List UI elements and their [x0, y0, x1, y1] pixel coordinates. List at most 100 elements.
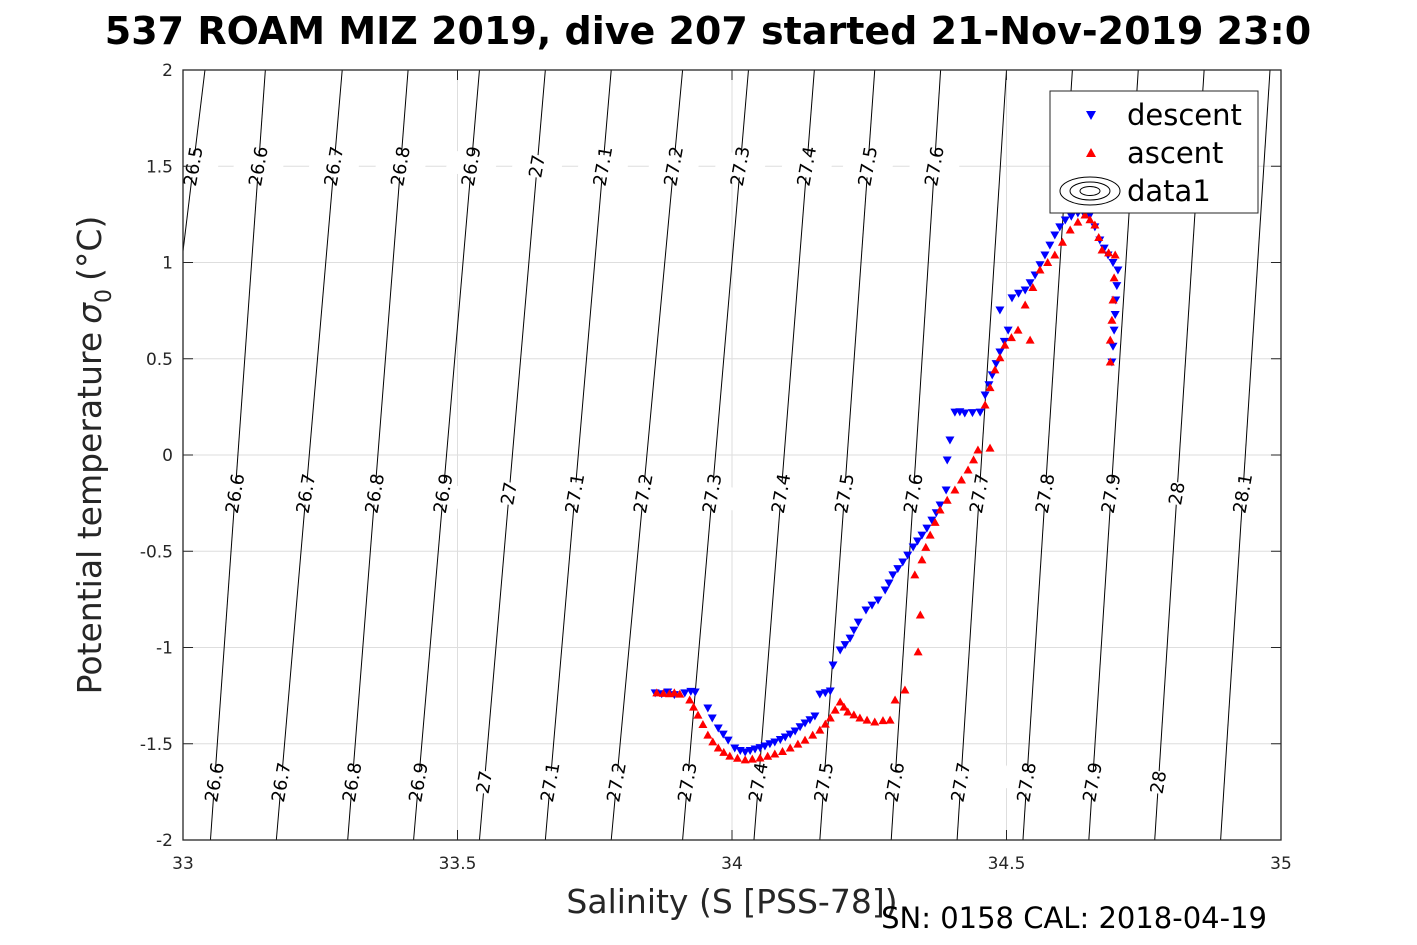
ascent-point [830, 705, 840, 714]
contour-label-gap [755, 476, 808, 511]
contour-label-gap [1019, 476, 1072, 511]
descent-point [975, 408, 985, 417]
x-axis-label: Salinity (S [PSS-78]) [566, 882, 897, 921]
contour-label-gap [661, 765, 714, 800]
descent-point [849, 626, 859, 635]
descent-point [1060, 216, 1070, 225]
contour-label-gap [445, 149, 498, 184]
descent-point [1035, 261, 1045, 270]
ascent-point [685, 695, 695, 704]
ascent-point [732, 753, 742, 762]
descent-point [967, 409, 977, 418]
contour-line-26-6 [209, 70, 266, 840]
ascent-point [785, 743, 795, 752]
contour-label-gap [279, 476, 333, 511]
y-axis-label-symbol: σ [70, 302, 109, 324]
descent-point [1025, 279, 1035, 288]
descent-point [1014, 289, 1024, 298]
ascent-point [1043, 258, 1053, 266]
descent-point [1112, 282, 1122, 291]
ascent-point [815, 725, 825, 734]
descent-point [770, 738, 780, 747]
y-tick-label: 0.5 [146, 350, 173, 370]
ascent-point [1020, 300, 1030, 309]
ascent-point [942, 495, 952, 504]
descent-point [1020, 286, 1030, 295]
y-tick-label: -2 [156, 831, 173, 851]
ascent-point [708, 737, 718, 746]
contour-label-gap [1150, 476, 1203, 511]
y-axis-label-text: Potential temperature [70, 332, 109, 694]
ascent-point [652, 688, 662, 697]
ascent-point [1050, 250, 1060, 259]
descent-series [650, 209, 1123, 757]
y-tick-label: 1 [162, 254, 173, 274]
ascent-point [870, 717, 880, 726]
ascent-series [652, 210, 1120, 764]
y-tick-label: -1 [156, 639, 173, 659]
contour-line-27-6 [890, 70, 942, 840]
legend-entry-ascent[interactable]: ascent [1086, 136, 1223, 170]
contour-label-gap [1216, 476, 1269, 511]
ascent-point [689, 702, 699, 711]
ascent-point [862, 715, 872, 724]
ascent-point [1105, 335, 1115, 344]
descent-point [987, 371, 997, 380]
contour-line-28-1 [1220, 70, 1271, 840]
contour-line-26-8 [347, 70, 409, 840]
contour-label: 27 [473, 769, 498, 795]
contour-label-gap [417, 476, 470, 511]
legend-label-ascent: ascent [1127, 136, 1223, 170]
descent-point [845, 634, 855, 643]
ascent-point [917, 555, 927, 564]
contour-label-gap [576, 149, 630, 184]
descent-point [785, 730, 795, 739]
descent-point [1030, 271, 1040, 280]
descent-point [893, 565, 903, 574]
descent-point [1108, 342, 1118, 351]
ascent-point [1110, 250, 1120, 259]
x-tick-label: 33 [172, 854, 194, 874]
x-tick-label: 35 [1270, 854, 1292, 874]
ascent-point [878, 716, 888, 725]
contour-label-gap [524, 765, 577, 800]
ascent-point [973, 445, 983, 454]
ascent-point [698, 720, 708, 728]
ascent-point [800, 735, 810, 744]
legend-entry-data1[interactable]: data1 [1059, 174, 1211, 208]
ascent-point [843, 707, 853, 716]
contour-line-26-7 [275, 70, 343, 840]
ascent-point [1057, 237, 1067, 246]
ascent-point [1097, 245, 1107, 254]
contour-label-gap [797, 765, 850, 800]
ascent-point [1104, 248, 1114, 257]
ascent-point [990, 365, 1000, 374]
contour-label-gap [647, 149, 700, 184]
ascent-point [839, 702, 849, 711]
descent-point [945, 436, 955, 445]
contour-line-27-2 [610, 70, 684, 840]
ascent-point [763, 751, 773, 760]
legend[interactable]: descent ascent data1 [1049, 90, 1259, 214]
ascent-point [835, 697, 845, 706]
descent-point [740, 748, 750, 757]
contour-label-gap [209, 476, 262, 511]
legend-entry-descent[interactable]: descent [1086, 98, 1242, 132]
contour-label-gap [714, 149, 767, 184]
ascent-point [770, 749, 780, 758]
ascent-point [1000, 340, 1010, 349]
ascent-point [1085, 215, 1095, 224]
contour-label-gap [326, 765, 379, 800]
descent-point [760, 742, 770, 751]
serial-calibration-footer: SN: 0158 CAL: 2018-04-19 [881, 901, 1267, 935]
svg-text:Potential temperatureσ0(°C): Potential temperature σ0 (°C) [70, 216, 117, 695]
contour-label: 27 [525, 153, 550, 179]
ascent-point [963, 465, 973, 474]
contour-label-gap [841, 149, 894, 184]
ascent-point [658, 688, 668, 697]
contour-line-27 [478, 70, 546, 840]
contour-line-27-1 [544, 70, 612, 840]
chart-title: 537 ROAM MIZ 2019, dive 207 started 21-N… [105, 9, 1311, 53]
descent-point [1066, 212, 1076, 221]
ascent-point [747, 754, 757, 763]
